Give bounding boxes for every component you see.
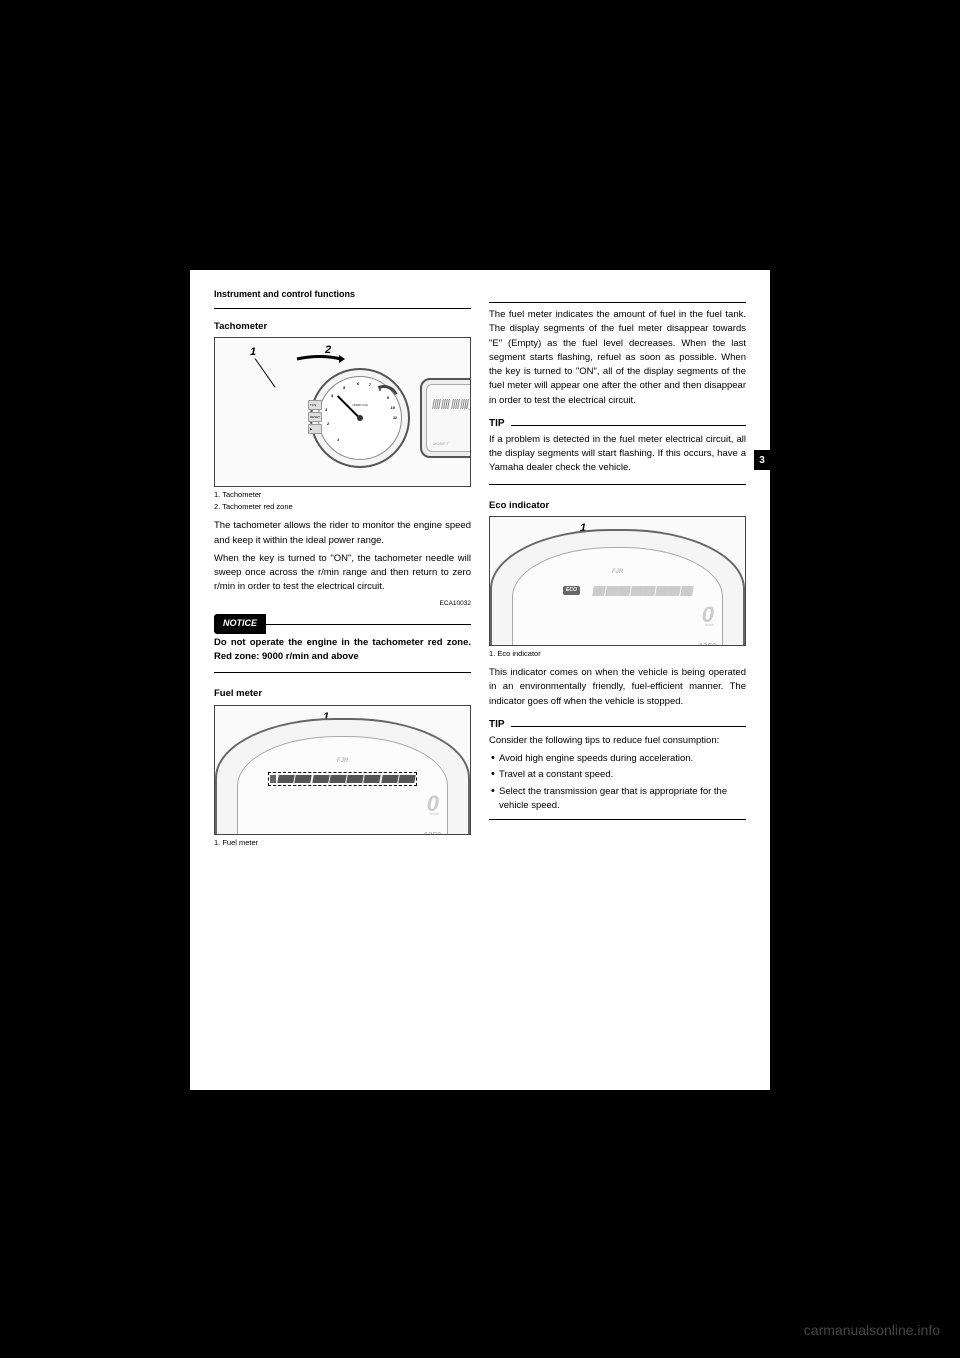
fuel-pump-icon xyxy=(270,775,276,783)
figure-caption: 1. Eco indicator xyxy=(489,648,746,659)
body-paragraph: The fuel meter indicates the amount of f… xyxy=(489,308,746,408)
fuel-segments xyxy=(433,399,471,409)
list-item: Avoid high engine speeds during accelera… xyxy=(489,752,746,766)
brand-logo: FJR xyxy=(612,568,623,577)
notice-header: NOTICE xyxy=(214,614,471,634)
notice-text: Do not operate the engine in the tachome… xyxy=(214,636,471,665)
chapter-tab: 3 xyxy=(754,450,770,470)
two-column-layout: Instrument and control functions Tachome… xyxy=(214,288,746,1072)
meter-buttons: TCS RESET ▶ xyxy=(308,400,322,436)
tcs-button: TCS xyxy=(308,400,322,410)
section-header: Tachometer xyxy=(214,320,471,334)
dashboard-wide: FJR ECO 0 km/h MODE T 1250 11 N xyxy=(489,517,746,646)
list-item: Travel at a constant speed. xyxy=(489,768,746,782)
body-paragraph: When the key is turned to "ON", the tach… xyxy=(214,552,471,595)
reset-button: RESET xyxy=(308,412,322,422)
tip-text: If a problem is detected in the fuel met… xyxy=(489,433,746,476)
select-button: ▶ xyxy=(308,424,322,434)
left-column: Instrument and control functions Tachome… xyxy=(214,288,471,1072)
list-item: Select the transmission gear that is app… xyxy=(489,785,746,814)
brand-logo: FJR xyxy=(337,757,348,766)
fuel-meter-highlight xyxy=(268,772,417,786)
section-header: Eco indicator xyxy=(489,499,746,513)
notice-label: NOTICE xyxy=(214,614,266,634)
figure-fuel-meter: 1 FJR xyxy=(214,705,471,835)
section-header: Fuel meter xyxy=(214,687,471,701)
manual-page: 3 Instrument and control functions Tacho… xyxy=(190,270,770,1090)
figure-tachometer: 1 2 1 2 3 4 5 6 xyxy=(214,337,471,487)
gauge-cluster: 1 2 3 4 5 6 7 8 9 10 11 ×1000 r/min xyxy=(300,348,471,487)
dashboard-wide: FJR 0 km/h MODE T 1250 xyxy=(214,706,471,835)
odometer: 1250 xyxy=(423,830,441,835)
tip-label: TIP xyxy=(489,416,505,431)
notice-code: ECA10032 xyxy=(214,599,471,609)
figure-eco-indicator: 1 FJR ECO xyxy=(489,516,746,646)
tip-text: Consider the following tips to reduce fu… xyxy=(489,734,746,748)
watermark: carmanualsonline.info xyxy=(804,1322,940,1338)
tip-bullet-list: Avoid high engine speeds during accelera… xyxy=(489,752,746,815)
figure-caption: 1. Tachometer xyxy=(214,489,471,500)
callout-line xyxy=(255,358,276,387)
mode-indicator: MODE T xyxy=(433,441,449,447)
body-paragraph: This indicator comes on when the vehicle… xyxy=(489,666,746,709)
odometer: 1250 xyxy=(698,641,716,646)
tip-header: TIP xyxy=(489,416,746,431)
tip-header: TIP xyxy=(489,717,746,732)
eco-indicator-badge: ECO xyxy=(563,586,580,596)
right-column: The fuel meter indicates the amount of f… xyxy=(489,288,746,1072)
tachometer-dial: 1 2 3 4 5 6 7 8 9 10 11 ×1000 r/min xyxy=(310,368,410,468)
lcd-display: FJR 0 km/h MODE T 1250 xyxy=(420,378,471,458)
page-title: Instrument and control functions xyxy=(214,288,471,302)
figure-caption: 1. Fuel meter xyxy=(214,837,471,848)
tip-label: TIP xyxy=(489,717,505,732)
body-paragraph: The tachometer allows the rider to monit… xyxy=(214,519,471,548)
figure-caption: 2. Tachometer red zone xyxy=(214,501,471,512)
